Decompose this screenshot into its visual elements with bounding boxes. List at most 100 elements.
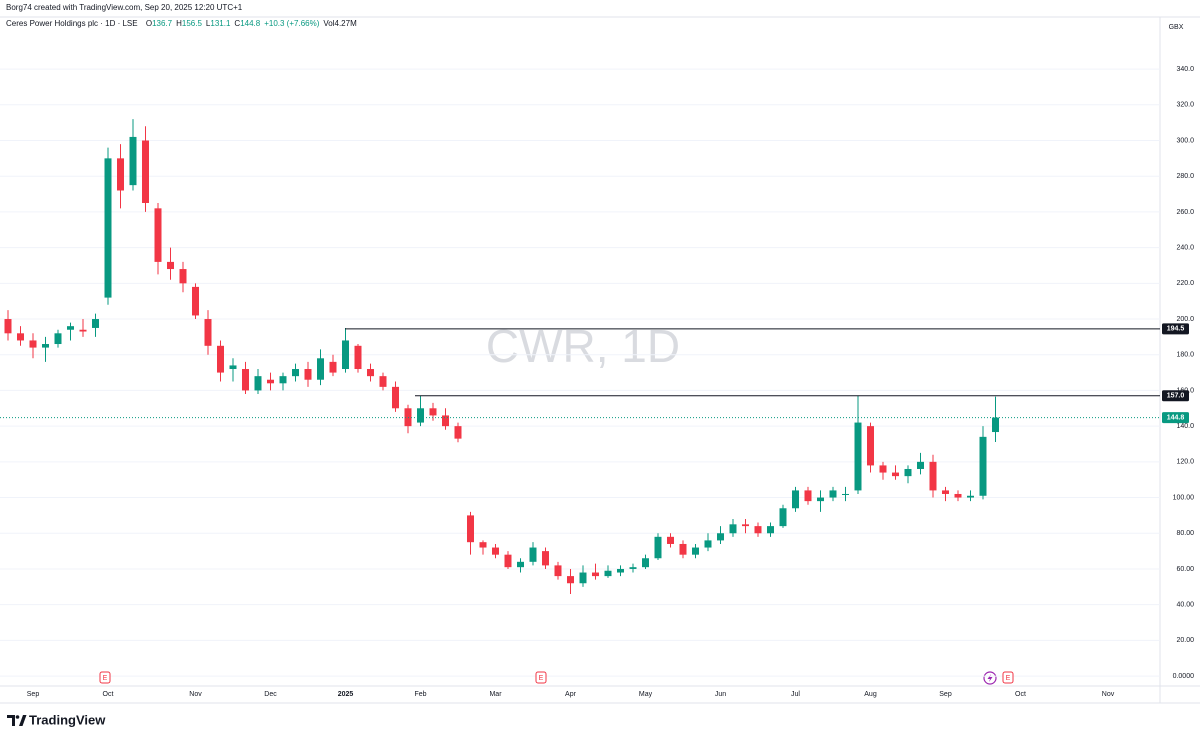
event-marker [1002,671,1014,684]
candle-body [667,536,674,544]
y-tick-label: 140.0 [1176,423,1194,430]
candle-body [817,497,824,502]
candle-body [417,408,424,423]
event-label: E [539,675,544,682]
level-label-box [1162,390,1189,402]
ohlc-label: C [234,19,240,28]
candle-body [104,158,112,298]
candle-body [204,319,212,346]
candle-body [267,379,274,384]
credit: Borg74 created with TradingView.com, Sep… [6,3,243,12]
candle-body [117,158,124,191]
volume: Vol4.27M [323,19,357,28]
candle-body [942,490,949,494]
candle-body [892,472,899,477]
x-tick-label: Sep [27,691,40,698]
footer: TradingView [29,712,106,727]
legend: Ceres Power Holdings plc · 1D · LSE O136… [6,19,357,28]
candle-body [842,493,849,495]
candle-body [729,524,737,534]
candle-body [992,417,999,433]
candle-body [504,554,512,568]
y-tick-label: 240.0 [1176,244,1194,251]
watermark: CWR, 1D [486,320,680,372]
candle-body [442,415,449,427]
y-tick-label: 340.0 [1176,66,1194,73]
candle-body [254,376,262,391]
candle-body [429,408,437,416]
candle-body [279,376,287,384]
candle-body [717,533,724,541]
candle-body [54,333,62,345]
candle-body [767,526,774,534]
candle-body [304,369,312,380]
y-tick-label: 220.0 [1176,280,1194,287]
candle-body [917,461,924,469]
candle-body [354,345,362,370]
y-tick-label: 100.00 [1173,494,1195,501]
candle-body [754,526,762,534]
candle-body [592,572,599,577]
level-label: 157.0 [1167,393,1185,400]
ohlc-value: 131.1 [210,19,231,28]
candle-body [692,547,699,555]
x-tick-label: Apr [565,691,577,698]
ohlc-value: 156.5 [182,19,203,28]
x-tick-label: Nov [189,691,202,698]
ohlc-label: O [146,19,152,28]
y-tick-label: 20.00 [1176,637,1194,644]
event-marker [99,671,111,684]
flash-icon [983,671,997,685]
candle-body [554,565,562,577]
candle-body [4,319,12,334]
y-tick-label: 40.00 [1176,602,1194,609]
x-tick-label: Nov [1102,691,1115,698]
currency: GBX [1169,24,1184,31]
x-tick-label: Mar [489,691,502,698]
candle-body [854,422,862,491]
candle-body [642,558,649,568]
candle-body [142,140,149,203]
candle-body [129,136,137,186]
y-tick-label: 0.0000 [1173,673,1195,680]
ohlc-value: 136.7 [152,19,173,28]
candle-body [467,515,474,543]
candle-body [517,561,524,568]
candle-body [779,508,787,527]
candle-body [654,536,662,559]
candle-body [617,568,624,573]
candle-body [29,340,37,348]
candle-body [242,369,249,391]
ohlc-value: 144.8 [240,19,261,28]
candle-body [179,269,187,284]
y-tick-label: 280.0 [1176,173,1194,180]
candle-body [79,329,87,332]
x-tick-label: Dec [264,691,277,698]
candle-body [367,369,374,377]
ohlc-label: H [176,19,182,28]
level-label: 194.5 [1167,326,1185,333]
candle-body [792,490,799,509]
event-label: E [103,675,108,682]
y-tick-label: 320.0 [1176,102,1194,109]
candle-body [567,576,574,584]
candle-body [954,493,962,498]
x-tick-label: Oct [103,691,114,698]
candle-body [629,567,637,569]
candle-body [292,369,299,377]
candle-body [154,208,162,262]
footer-logo [7,715,27,726]
y-tick-label: 300.0 [1176,137,1194,144]
candle-body [479,542,487,548]
x-tick-label: May [639,691,653,698]
y-tick-label: 180.0 [1176,352,1194,359]
x-tick-label: Jul [791,691,800,698]
x-tick-label: Jun [715,691,726,698]
candle-body [529,547,537,562]
x-tick-label: Sep [939,691,952,698]
candle-body [679,543,687,555]
candle-body [229,365,237,370]
symbol: Ceres Power Holdings plc · 1D · LSE [6,19,138,28]
candle-body [392,386,399,409]
